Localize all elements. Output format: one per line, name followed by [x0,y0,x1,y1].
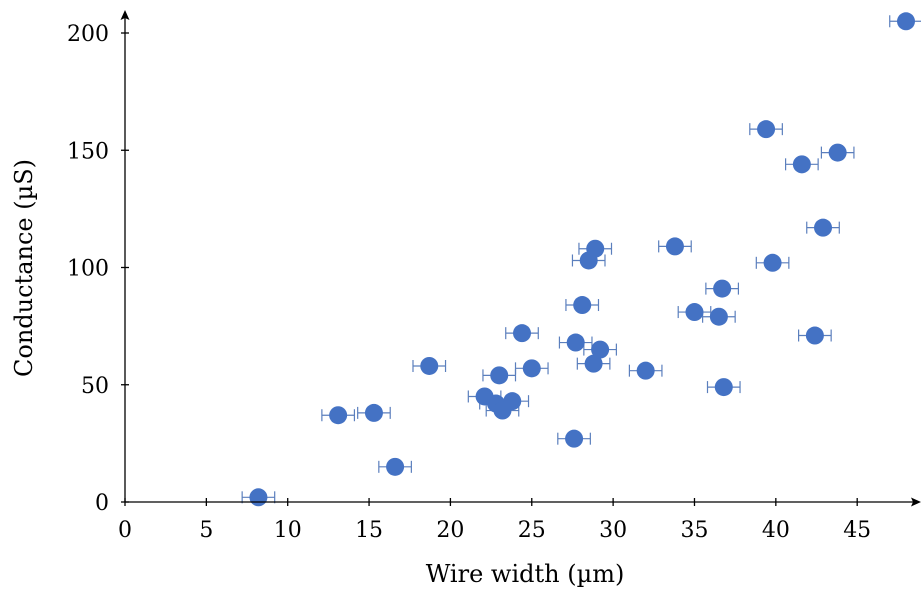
y-axis-title: Conductance (µS) [10,159,38,377]
data-point [714,378,733,397]
x-tick-label: 25 [518,518,546,543]
data-point [757,120,776,139]
data-point [586,239,605,258]
y-axis-arrow [120,10,130,20]
x-tick-label: 20 [436,518,464,543]
data-point [522,359,541,378]
axes [120,10,921,507]
data-point [709,307,728,326]
x-tick-label: 5 [199,518,213,543]
data-point [763,253,782,272]
x-tick-label: 10 [274,518,302,543]
x-tick-label: 15 [355,518,383,543]
x-axis-arrow [911,497,921,507]
y-tick-label: 100 [67,257,109,282]
data-point [685,303,704,322]
data-point [386,457,405,476]
data-points [249,12,915,507]
data-point [565,429,584,448]
data-point [584,354,603,373]
data-point [249,488,268,507]
x-tick-label: 0 [118,518,132,543]
data-point [513,324,532,343]
data-point [420,356,439,375]
x-ticks: 0 5 10 15 20 25 30 35 40 45 [118,498,871,543]
y-tick-label: 150 [67,139,109,164]
data-point [713,279,732,298]
y-tick-label: 200 [67,22,109,47]
x-tick-label: 30 [599,518,627,543]
data-point [591,340,610,359]
data-point [665,237,684,256]
data-point [573,296,592,315]
x-tick-label: 45 [843,518,871,543]
x-tick-label: 40 [762,518,790,543]
y-tick-label: 50 [81,374,109,399]
x-tick-label: 35 [680,518,708,543]
y-tick-label: 0 [95,491,109,516]
data-point [636,361,655,380]
data-point [329,406,348,425]
data-point [828,143,847,162]
data-point [503,392,522,411]
data-point [566,333,585,352]
data-point [364,403,383,422]
y-ticks: 0 50 100 150 200 [67,22,129,516]
data-point [805,326,824,345]
data-point [792,155,811,174]
data-point [897,12,915,31]
data-point [490,366,509,385]
data-point [814,218,833,237]
x-axis-title: Wire width (µm) [426,560,625,588]
